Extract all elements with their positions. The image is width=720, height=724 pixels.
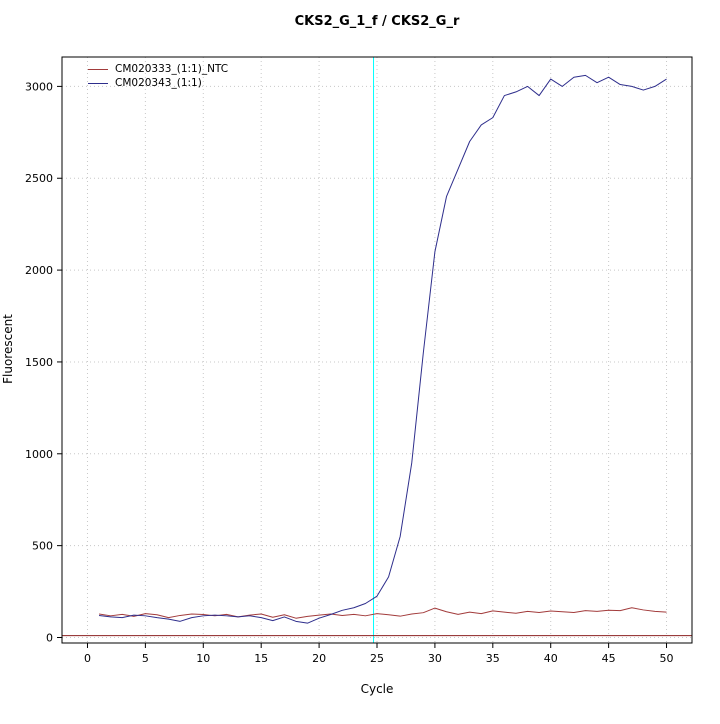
legend-line-swatch-sample (88, 82, 108, 84)
tick-label-x: 10 (196, 652, 210, 665)
legend-line-swatch-ntc (88, 68, 108, 70)
tick-label-x: 50 (660, 652, 674, 665)
tick-label-x: 20 (312, 652, 326, 665)
legend-label-sample: CM020343_(1:1) (115, 77, 202, 89)
plot-border (61, 56, 693, 644)
legend-item-sample: CM020343_(1:1) (88, 76, 228, 90)
y-axis-label: Fluorescent (1, 314, 15, 384)
legend: CM020333_(1:1)_NTC CM020343_(1:1) (88, 62, 228, 90)
legend-item-ntc: CM020333_(1:1)_NTC (88, 62, 228, 76)
series-line-1 (98, 74, 667, 624)
tick-label-x: 45 (602, 652, 616, 665)
tick-label-y: 3000 (25, 80, 53, 93)
tick-label-x: 5 (142, 652, 149, 665)
chart-title: CKS2_G_1_f / CKS2_G_r (294, 14, 460, 29)
tick-label-x: 30 (428, 652, 442, 665)
tick-label-x: 40 (544, 652, 558, 665)
series-line-0 (98, 607, 667, 619)
tick-label-y: 2000 (25, 264, 53, 277)
x-axis-label: Cycle (360, 682, 394, 696)
legend-label-ntc: CM020333_(1:1)_NTC (115, 63, 229, 75)
tick-label-y: 0 (46, 631, 53, 644)
tick-label-y: 500 (32, 540, 53, 553)
tick-label-x: 0 (84, 652, 91, 665)
tick-label-y: 1500 (25, 356, 53, 369)
tick-label-y: 2500 (25, 172, 53, 185)
tick-label-x: 15 (254, 652, 268, 665)
tick-label-x: 35 (486, 652, 500, 665)
tick-label-x: 25 (370, 652, 384, 665)
tick-label-y: 1000 (25, 448, 53, 461)
